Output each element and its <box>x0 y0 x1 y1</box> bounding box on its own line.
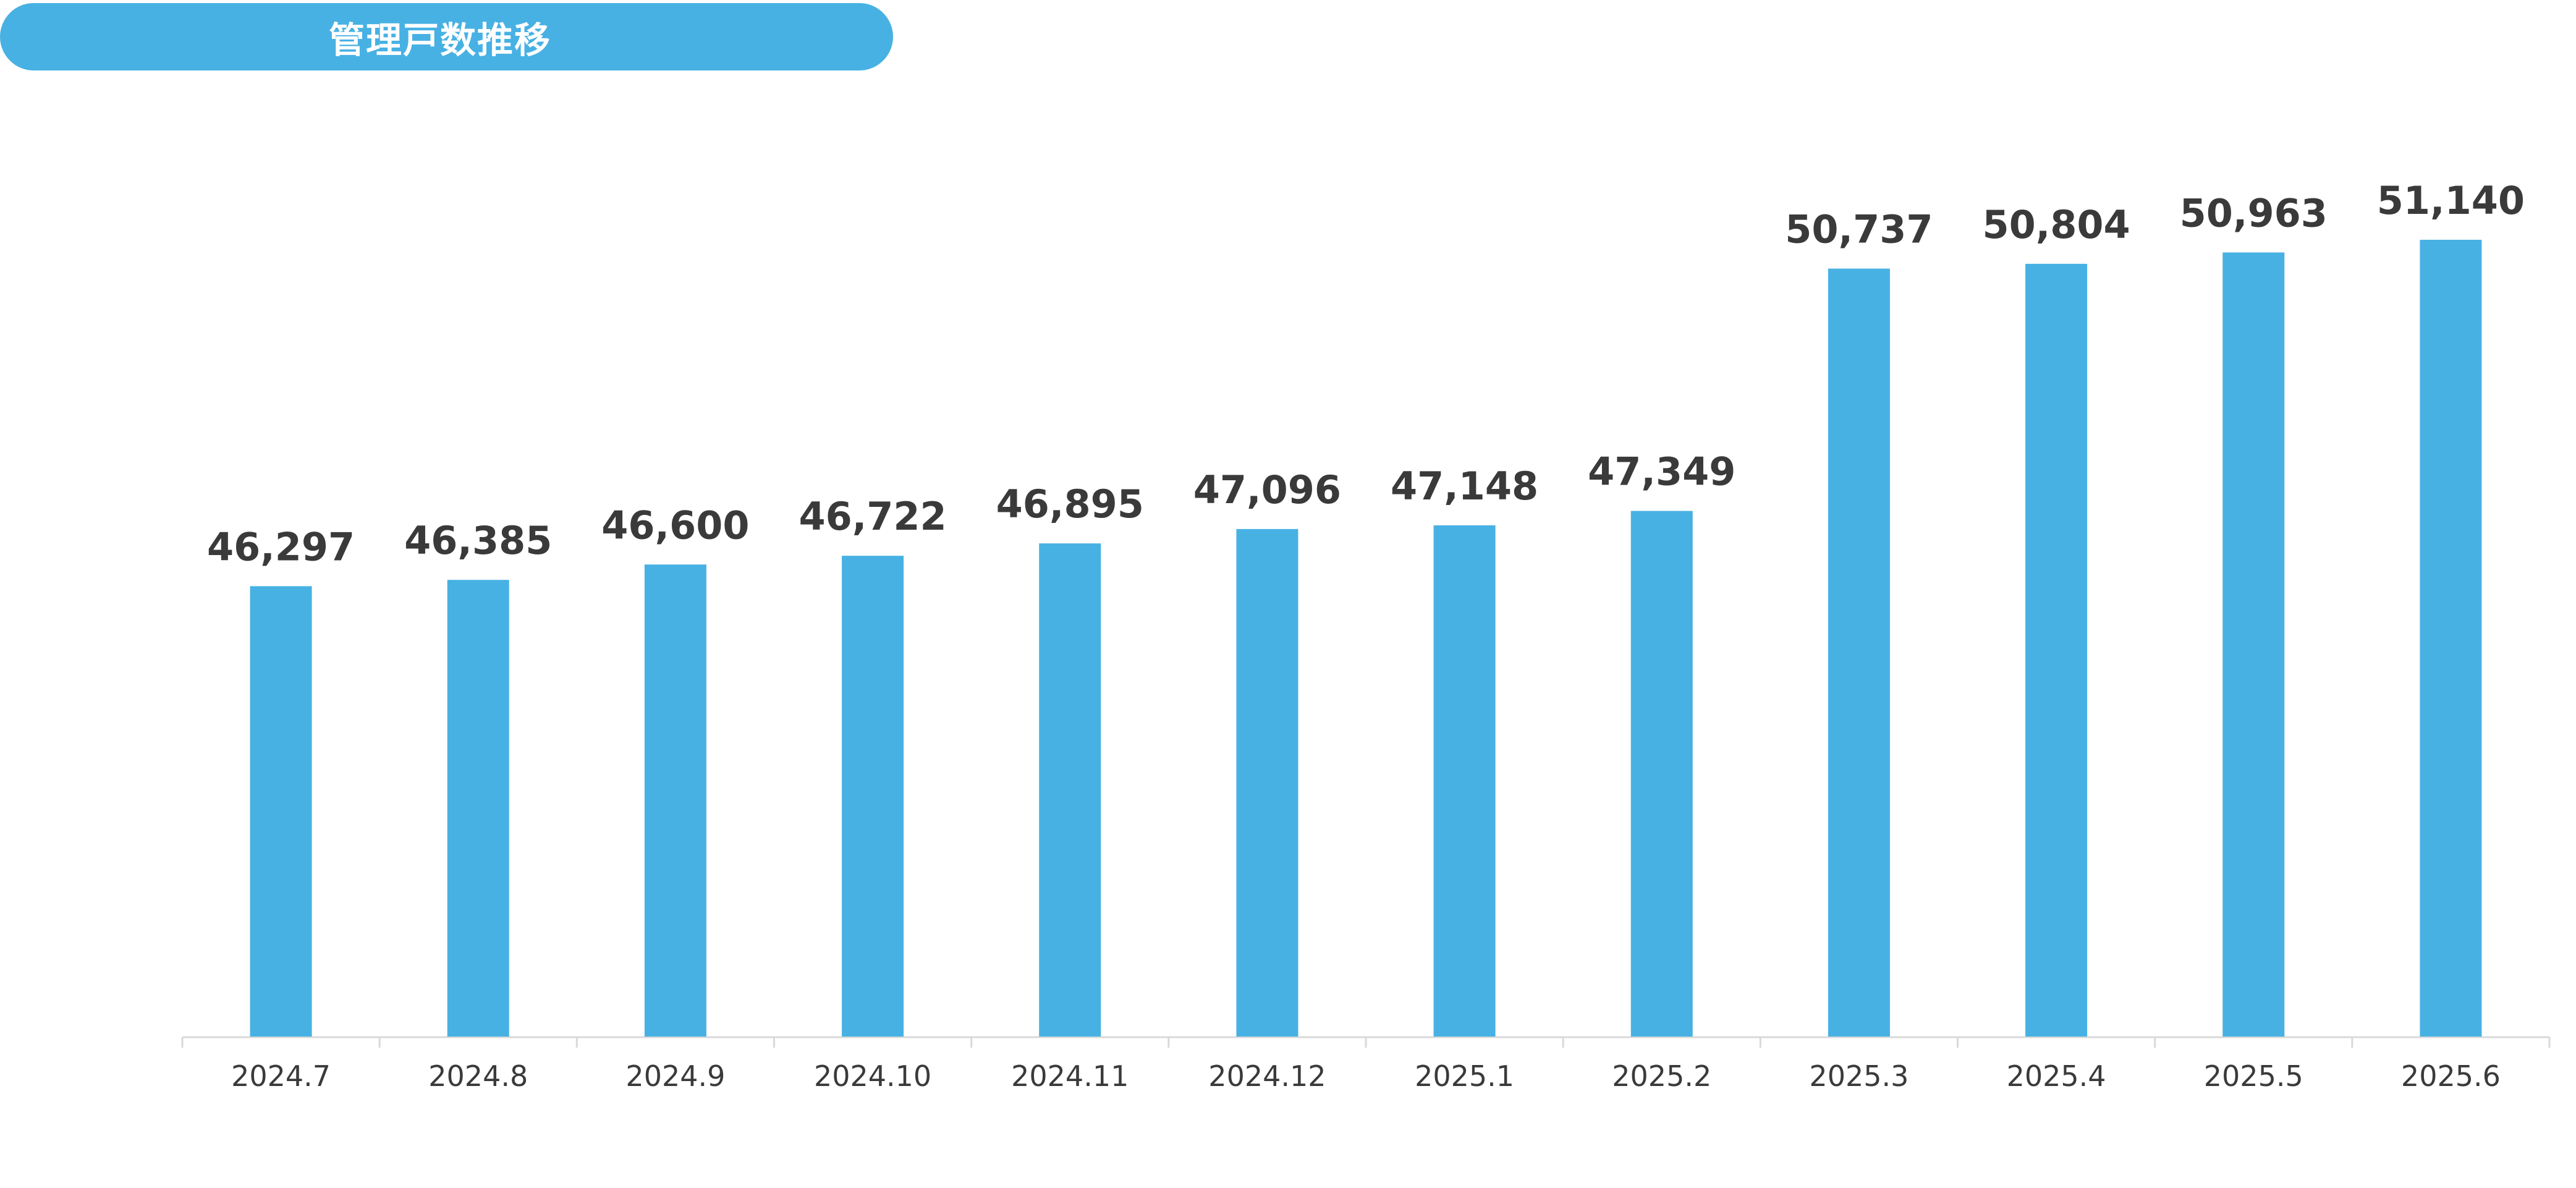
x-tick-label: 2024.10 <box>814 1059 931 1093</box>
x-tick-label: 2024.9 <box>625 1059 725 1093</box>
bar-2025.6 <box>2420 239 2482 1037</box>
bar-2025.3 <box>1828 268 1890 1037</box>
bar-2024.9 <box>644 564 706 1037</box>
data-label: 47,096 <box>1193 467 1341 512</box>
bar-2024.11 <box>1039 543 1101 1037</box>
data-label: 46,297 <box>207 524 355 569</box>
data-label: 46,895 <box>996 482 1144 527</box>
x-tick-label: 2024.12 <box>1208 1059 1326 1093</box>
data-label: 46,722 <box>799 494 946 539</box>
bar-2024.12 <box>1236 528 1299 1037</box>
x-tick-label: 2025.4 <box>2007 1059 2106 1093</box>
data-label: 47,148 <box>1391 464 1538 509</box>
data-label: 46,600 <box>601 503 749 548</box>
x-tick-label: 2025.3 <box>1809 1059 1909 1093</box>
data-label: 47,349 <box>1588 449 1735 494</box>
bar-2025.2 <box>1630 511 1693 1037</box>
data-label: 50,737 <box>1785 207 1933 252</box>
bar-2025.4 <box>2025 263 2088 1037</box>
x-tick-label: 2025.1 <box>1415 1059 1514 1093</box>
x-tick-label: 2024.11 <box>1011 1059 1129 1093</box>
data-label: 50,804 <box>1982 202 2130 247</box>
data-label: 46,385 <box>404 518 552 563</box>
x-tick-label: 2025.6 <box>2401 1059 2501 1093</box>
bar-2024.7 <box>250 586 312 1037</box>
bar-2025.1 <box>1433 525 1496 1037</box>
chart-title: 管理戸数推移 <box>329 19 552 61</box>
x-tick-label: 2025.2 <box>1612 1059 1711 1093</box>
bar-2024.10 <box>842 556 904 1037</box>
bar-2025.5 <box>2222 252 2285 1037</box>
data-label: 50,963 <box>2180 190 2328 235</box>
data-label: 51,140 <box>2377 178 2525 223</box>
x-tick-label: 2025.5 <box>2204 1059 2303 1093</box>
chart-title-banner: 管理戸数推移 <box>0 3 893 70</box>
x-tick-label: 2024.8 <box>428 1059 528 1093</box>
x-tick-label: 2024.7 <box>231 1059 331 1093</box>
bar-2024.8 <box>447 580 509 1037</box>
